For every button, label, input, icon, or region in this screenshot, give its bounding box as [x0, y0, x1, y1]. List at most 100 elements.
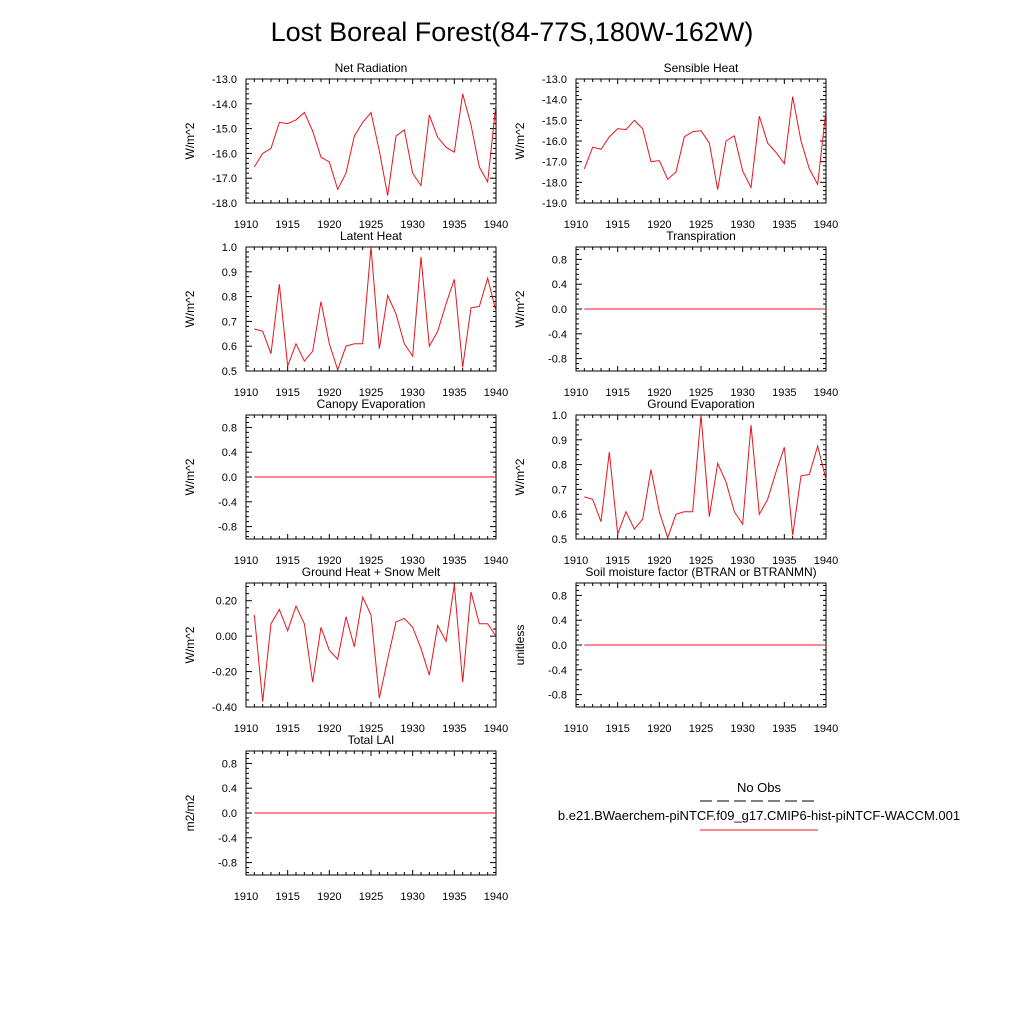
y-tick-label: 1.0 — [222, 242, 237, 254]
x-tick-label: 1910 — [564, 555, 588, 567]
y-tick-label: 0.4 — [222, 447, 237, 459]
x-tick-label: 1930 — [730, 219, 754, 231]
x-tick-label: 1925 — [359, 219, 383, 231]
y-tick-label: 0.4 — [552, 615, 567, 627]
y-tick-label: -17.0 — [212, 173, 237, 185]
y-tick-label: 0.8 — [222, 422, 237, 434]
panel-title: Soil moisture factor (BTRAN or BTRANMN) — [585, 565, 816, 579]
y-tick-label: -15.0 — [212, 124, 237, 136]
y-tick-label: -17.0 — [542, 157, 567, 169]
x-tick-label: 1920 — [647, 723, 671, 735]
x-tick-label: 1920 — [317, 555, 341, 567]
x-tick-label: 1940 — [484, 219, 508, 231]
legend-label-case: b.e21.BWaerchem-piNTCF.f09_g17.CMIP6-his… — [558, 808, 960, 823]
y-tick-label: 0.4 — [552, 279, 567, 291]
x-tick-label: 1925 — [689, 219, 713, 231]
x-tick-label: 1940 — [484, 723, 508, 735]
y-tick-label: -0.8 — [218, 858, 237, 870]
x-tick-label: 1940 — [484, 555, 508, 567]
x-tick-label: 1925 — [359, 891, 383, 903]
x-tick-label: 1910 — [234, 387, 258, 399]
x-tick-label: 1910 — [234, 219, 258, 231]
y-tick-label: 0.8 — [222, 758, 237, 770]
y-axis-label: m2/m2 — [183, 794, 197, 831]
x-tick-label: 1935 — [442, 555, 466, 567]
panel-canopy-evaporation: Canopy Evaporation W/m^2 1910 1915 1920 1925 1… — [183, 397, 508, 567]
y-tick-label: 0.9 — [222, 267, 237, 279]
y-tick-label: -18.0 — [542, 177, 567, 189]
chart-panels: Net Radiation W/m^2 1910 1915 1920 1925 1930 19… — [183, 61, 838, 903]
y-axis-label: W/m^2 — [183, 626, 197, 663]
y-tick-label: 0.5 — [222, 366, 237, 378]
y-tick-label: 0.8 — [552, 254, 567, 266]
series-line — [253, 584, 497, 702]
y-tick-label: 0.9 — [552, 435, 567, 447]
y-axis-label: W/m^2 — [513, 458, 527, 495]
panel-sensible-heat: Sensible Heat W/m^2 1910 1915 1920 1925 1930 19… — [513, 61, 838, 231]
x-tick-label: 1915 — [605, 723, 629, 735]
x-tick-label: 1920 — [317, 387, 341, 399]
series-line — [254, 246, 497, 372]
y-tick-label: -0.4 — [218, 497, 237, 509]
panel-soil-moisture-factor-btran-or-btranmn: Soil moisture factor (BTRAN or BTRANMN) u… — [513, 565, 838, 735]
y-tick-label: -13.0 — [212, 74, 237, 86]
plot-frame — [245, 582, 497, 708]
y-axis-label: W/m^2 — [183, 122, 197, 159]
x-tick-label: 1930 — [730, 387, 754, 399]
x-tick-label: 1935 — [772, 387, 796, 399]
y-tick-label: 0.6 — [552, 509, 567, 521]
x-tick-label: 1915 — [275, 891, 299, 903]
y-tick-label: -13.0 — [542, 74, 567, 86]
x-tick-label: 1930 — [400, 723, 424, 735]
x-tick-label: 1935 — [442, 387, 466, 399]
legend-label-obs: No Obs — [737, 780, 782, 795]
y-tick-label: -0.20 — [212, 667, 237, 679]
y-tick-label: 0.8 — [552, 460, 567, 472]
y-tick-label: -14.0 — [212, 99, 237, 111]
x-tick-label: 1910 — [234, 555, 258, 567]
x-tick-label: 1925 — [359, 387, 383, 399]
y-tick-label: -18.0 — [212, 198, 237, 210]
x-tick-label: 1940 — [484, 387, 508, 399]
y-axis-label: unitless — [513, 625, 527, 666]
y-tick-label: 0.4 — [222, 783, 237, 795]
panel-title: Total LAI — [348, 733, 395, 747]
plot-frame — [575, 414, 827, 540]
x-tick-label: 1925 — [359, 723, 383, 735]
y-tick-label: -0.8 — [548, 690, 567, 702]
x-tick-label: 1925 — [359, 555, 383, 567]
x-tick-label: 1910 — [234, 891, 258, 903]
panel-total-lai: Total LAI m2/m2 1910 1915 1920 1925 1930 1935 19… — [183, 733, 508, 903]
x-tick-label: 1935 — [442, 723, 466, 735]
y-tick-label: 0.20 — [216, 596, 237, 608]
x-tick-label: 1940 — [484, 891, 508, 903]
y-tick-label: 0.6 — [222, 341, 237, 353]
y-tick-label: -0.4 — [548, 329, 567, 341]
y-tick-label: 0.0 — [552, 304, 567, 316]
panel-title: Canopy Evaporation — [317, 397, 426, 411]
y-tick-label: -15.0 — [542, 115, 567, 127]
x-tick-label: 1930 — [400, 219, 424, 231]
panel-title: Ground Evaporation — [647, 397, 754, 411]
series-line — [253, 93, 497, 196]
x-tick-label: 1920 — [317, 723, 341, 735]
x-tick-label: 1940 — [814, 555, 838, 567]
x-tick-label: 1910 — [564, 723, 588, 735]
y-tick-label: -16.0 — [212, 148, 237, 160]
x-tick-label: 1930 — [400, 555, 424, 567]
x-tick-label: 1935 — [772, 219, 796, 231]
x-tick-label: 1915 — [275, 219, 299, 231]
x-tick-label: 1915 — [605, 387, 629, 399]
panel-title: Ground Heat + Snow Melt — [302, 565, 441, 579]
plot-frame — [245, 246, 497, 372]
y-tick-label: -0.4 — [548, 665, 567, 677]
x-tick-label: 1925 — [689, 387, 713, 399]
y-axis-label: W/m^2 — [183, 458, 197, 495]
y-axis-label: W/m^2 — [513, 122, 527, 159]
panel-ground-evaporation: Ground Evaporation W/m^2 1910 1915 1920 1925 1… — [513, 397, 838, 567]
x-tick-label: 1920 — [647, 555, 671, 567]
legend: No Obs b.e21.BWaerchem-piNTCF.f09_g17.CMI… — [558, 780, 960, 831]
panel-title: Net Radiation — [335, 61, 408, 75]
x-tick-label: 1935 — [772, 723, 796, 735]
